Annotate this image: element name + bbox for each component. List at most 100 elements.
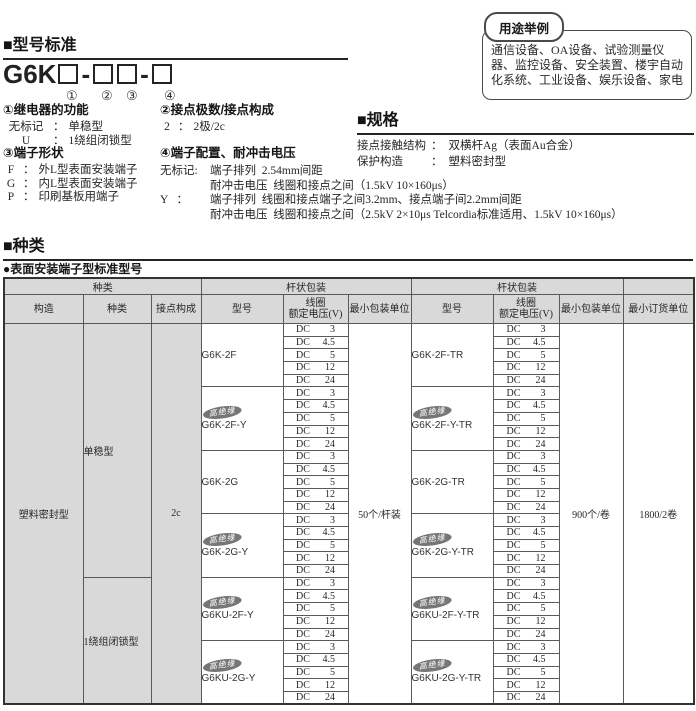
voltage-number: 4.5	[532, 463, 546, 475]
legend-value: 2极/2c	[193, 121, 225, 134]
voltage-prefix: DC	[506, 540, 521, 552]
voltage-prefix: DC	[506, 349, 521, 361]
voltage-value: DC 4.5	[284, 527, 347, 538]
voltage-prefix: DC	[296, 679, 310, 691]
voltage-number: 24	[324, 628, 335, 640]
voltage-number: 5	[540, 476, 546, 488]
voltage-cell: DC 3	[492, 323, 560, 337]
voltage-value: DC 12	[494, 680, 558, 691]
voltage-number: 4.5	[532, 400, 546, 412]
voltage-prefix: DC	[296, 641, 310, 653]
voltage-number: 3	[329, 324, 335, 336]
code-box-2	[93, 64, 114, 84]
voltage-prefix: DC	[506, 489, 521, 501]
voltage-prefix: DC	[506, 641, 521, 653]
voltage-number: 5	[540, 603, 546, 615]
voltage-value: DC 4.5	[494, 337, 558, 348]
voltage-value: DC 5	[284, 477, 347, 488]
legend-row: F ： 外L型表面安装端子	[3, 164, 158, 177]
voltage-prefix: DC	[506, 501, 521, 513]
spec-label: 保护构造	[357, 155, 403, 168]
voltage-value: DC 5	[284, 413, 347, 425]
column-header: 构造	[3, 294, 84, 324]
column-header: 最小包装单位	[347, 294, 412, 324]
voltage-prefix: DC	[506, 552, 521, 564]
voltage-value: DC 12	[284, 489, 347, 501]
voltage-prefix: DC	[296, 324, 310, 336]
voltage-prefix: DC	[506, 666, 521, 678]
voltage-cell: DC 3	[492, 640, 560, 654]
legend-row: 无标记 ： 单稳型	[3, 121, 158, 134]
voltage-cell: DC 4.5	[282, 589, 349, 604]
model-cell: G6K-2F	[200, 322, 284, 388]
legend-value: 外L型表面安装端子	[38, 164, 138, 177]
voltage-cell: DC 3	[492, 386, 560, 401]
model-cell-content: 高绝缘 G6KU-2F-Y-TR	[412, 593, 492, 621]
legend-heading: ③端子形状	[3, 146, 64, 160]
voltage-number: 12	[324, 552, 335, 564]
legend-terminal-shape: ③端子形状 F ： 外L型表面安装端子 G ： 内L型表面安装端子 P ： 印刷…	[3, 146, 158, 205]
model-cell-content: 高绝缘 G6K-2F-Y-TR	[411, 403, 492, 431]
voltage-cell: DC 24	[492, 373, 560, 388]
legend-colon: ：	[178, 121, 190, 134]
model-cell-content: G6K-2F	[202, 350, 282, 361]
legend-key: 2	[164, 121, 170, 134]
column-header: 线圈 额定电压(V)	[282, 294, 349, 324]
voltage-value: DC 5	[494, 476, 558, 488]
voltage-cell: DC 12	[492, 551, 560, 566]
voltage-value: DC 4.5	[284, 590, 347, 602]
voltage-number: 12	[535, 616, 546, 628]
voltage-value: DC 12	[494, 362, 558, 374]
model-label: G6K-2F-Y-TR	[411, 419, 473, 431]
voltage-number: 12	[535, 489, 546, 501]
voltage-number: 12	[324, 679, 335, 691]
voltage-cell: DC 5	[492, 411, 560, 426]
voltage-prefix: DC	[506, 628, 521, 640]
voltage-cell: DC 24	[282, 500, 349, 515]
voltage-value: DC 3	[494, 324, 558, 335]
voltage-prefix: DC	[506, 362, 521, 374]
voltage-cell: DC 12	[282, 551, 349, 566]
voltage-number: 24	[535, 438, 546, 450]
voltage-value: DC 24	[284, 439, 347, 450]
voltage-number: 12	[324, 425, 335, 437]
voltage-value: DC 3	[284, 578, 347, 589]
voltage-value: DC 12	[284, 425, 347, 437]
voltage-prefix: DC	[506, 527, 521, 539]
voltage-value: DC 3	[494, 387, 558, 399]
voltage-number: 12	[324, 489, 335, 501]
voltage-value: DC 5	[284, 667, 347, 678]
legend-contact-poles: ②接点极数/接点构成 2 ： 2极/2c	[160, 103, 350, 135]
model-label: G6KU-2G-Y	[201, 673, 256, 685]
header-kind-group: 种类	[3, 277, 202, 295]
kind-cell: 1绕组闭锁型	[82, 576, 152, 705]
model-tr-cell: G6K-2G-TR	[410, 449, 494, 515]
voltage-prefix: DC	[506, 413, 521, 425]
voltage-prefix: DC	[296, 413, 310, 425]
spec-label: 接点接触结构	[357, 140, 426, 152]
model-cell-content: 高绝缘 G6KU-2F-Y	[201, 593, 282, 621]
voltage-cell: DC 12	[492, 614, 560, 629]
voltage-value: DC 5	[284, 604, 347, 615]
voltage-cell: DC 5	[282, 411, 349, 426]
voltage-number: 4.5	[322, 590, 335, 602]
voltage-prefix: DC	[506, 387, 521, 399]
callout-1: ①	[66, 88, 78, 103]
voltage-prefix: DC	[506, 514, 521, 526]
column-header: 线圈 额定电压(V)	[492, 294, 560, 324]
model-code-prefix: G6K	[3, 59, 57, 89]
voltage-value: DC 5	[284, 349, 347, 361]
legend-colon: ：	[23, 164, 35, 177]
voltage-cell: DC 5	[492, 602, 560, 616]
voltage-number: 5	[329, 349, 335, 361]
voltage-prefix: DC	[506, 603, 521, 615]
voltage-prefix: DC	[296, 349, 310, 361]
voltage-cell: DC 12	[282, 487, 349, 502]
model-tr-cell: 高绝缘 G6KU-2F-Y-TR	[410, 576, 494, 642]
voltage-value: DC 3	[284, 451, 347, 462]
model-label: G6KU-2F-Y	[201, 609, 254, 621]
legend-row: U ： 1绕组闭锁型	[3, 135, 158, 148]
voltage-cell: DC 12	[282, 424, 349, 439]
voltage-value: DC 24	[494, 438, 558, 450]
